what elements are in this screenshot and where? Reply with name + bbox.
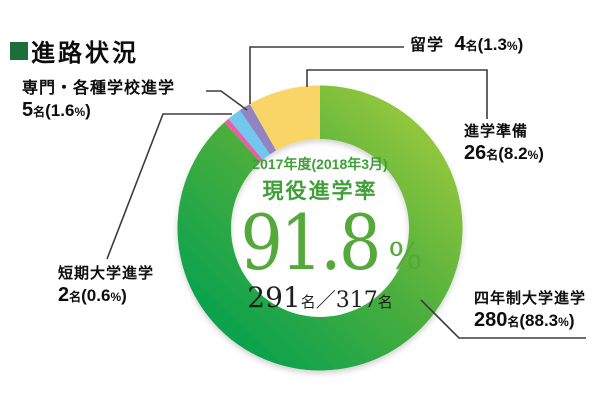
donut-segments — [177, 85, 463, 371]
callout-junbi-name: 進学準備 — [464, 123, 529, 140]
callout-yonen-name: 四年制大学進学 — [474, 290, 587, 307]
donut-segment-短期大学進学 — [224, 118, 263, 162]
leader-line-yonen — [420, 299, 586, 339]
page-title: 進路状況 — [10, 33, 139, 68]
callout-senmon: 専門・各種学校進学 5名(1.6%) — [22, 79, 175, 122]
callout-junbi: 進学準備 26名(8.2%) — [464, 122, 544, 165]
rate-unit: % — [388, 237, 423, 278]
rate-value: 91.8 — [240, 198, 381, 287]
leader-line-tanki — [106, 113, 232, 260]
center-rate: 91.8% — [231, 198, 422, 287]
center-metric-label: 現役進学率 — [262, 180, 378, 203]
donut-segment-専門・各種学校進学 — [228, 110, 270, 160]
leader-line-junbi — [306, 69, 488, 119]
callout-tanki: 短期大学進学 2名(0.6%) — [58, 264, 154, 307]
callout-yonen-value: 280名(88.3%) — [474, 309, 575, 331]
donut-segment-留学 — [239, 103, 277, 155]
callout-ryugaku-value: 4名(1.3%) — [454, 33, 524, 55]
callout-ryugaku: 留学 4名(1.3%) — [410, 34, 523, 56]
callout-tanki-value: 2名(0.6%) — [58, 284, 127, 306]
leader-lines — [106, 46, 586, 339]
donut-segment-四年制大学進学 — [177, 85, 463, 371]
title-square-icon — [10, 41, 28, 60]
center-count: 291名／317名 — [247, 281, 393, 314]
leader-line-senmon — [206, 90, 248, 111]
page-title-text: 進路状況 — [31, 40, 139, 67]
donut-center-text: 2017年度(2018年3月) 現役進学率 91.8% 291名／317名 — [231, 154, 422, 314]
leader-line-ryugaku — [249, 46, 404, 104]
callout-senmon-name: 専門・各種学校進学 — [22, 80, 176, 97]
callout-yonen: 四年制大学進学 280名(88.3%) — [474, 289, 586, 332]
callout-tanki-name: 短期大学進学 — [58, 265, 155, 282]
center-period: 2017年度(2018年3月) — [252, 156, 388, 172]
donut-segment-進学準備 — [249, 85, 320, 151]
callout-senmon-value: 5名(1.6%) — [22, 99, 91, 121]
callout-ryugaku-name: 留学 — [410, 37, 445, 54]
callout-junbi-value: 26名(8.2%) — [464, 142, 544, 164]
